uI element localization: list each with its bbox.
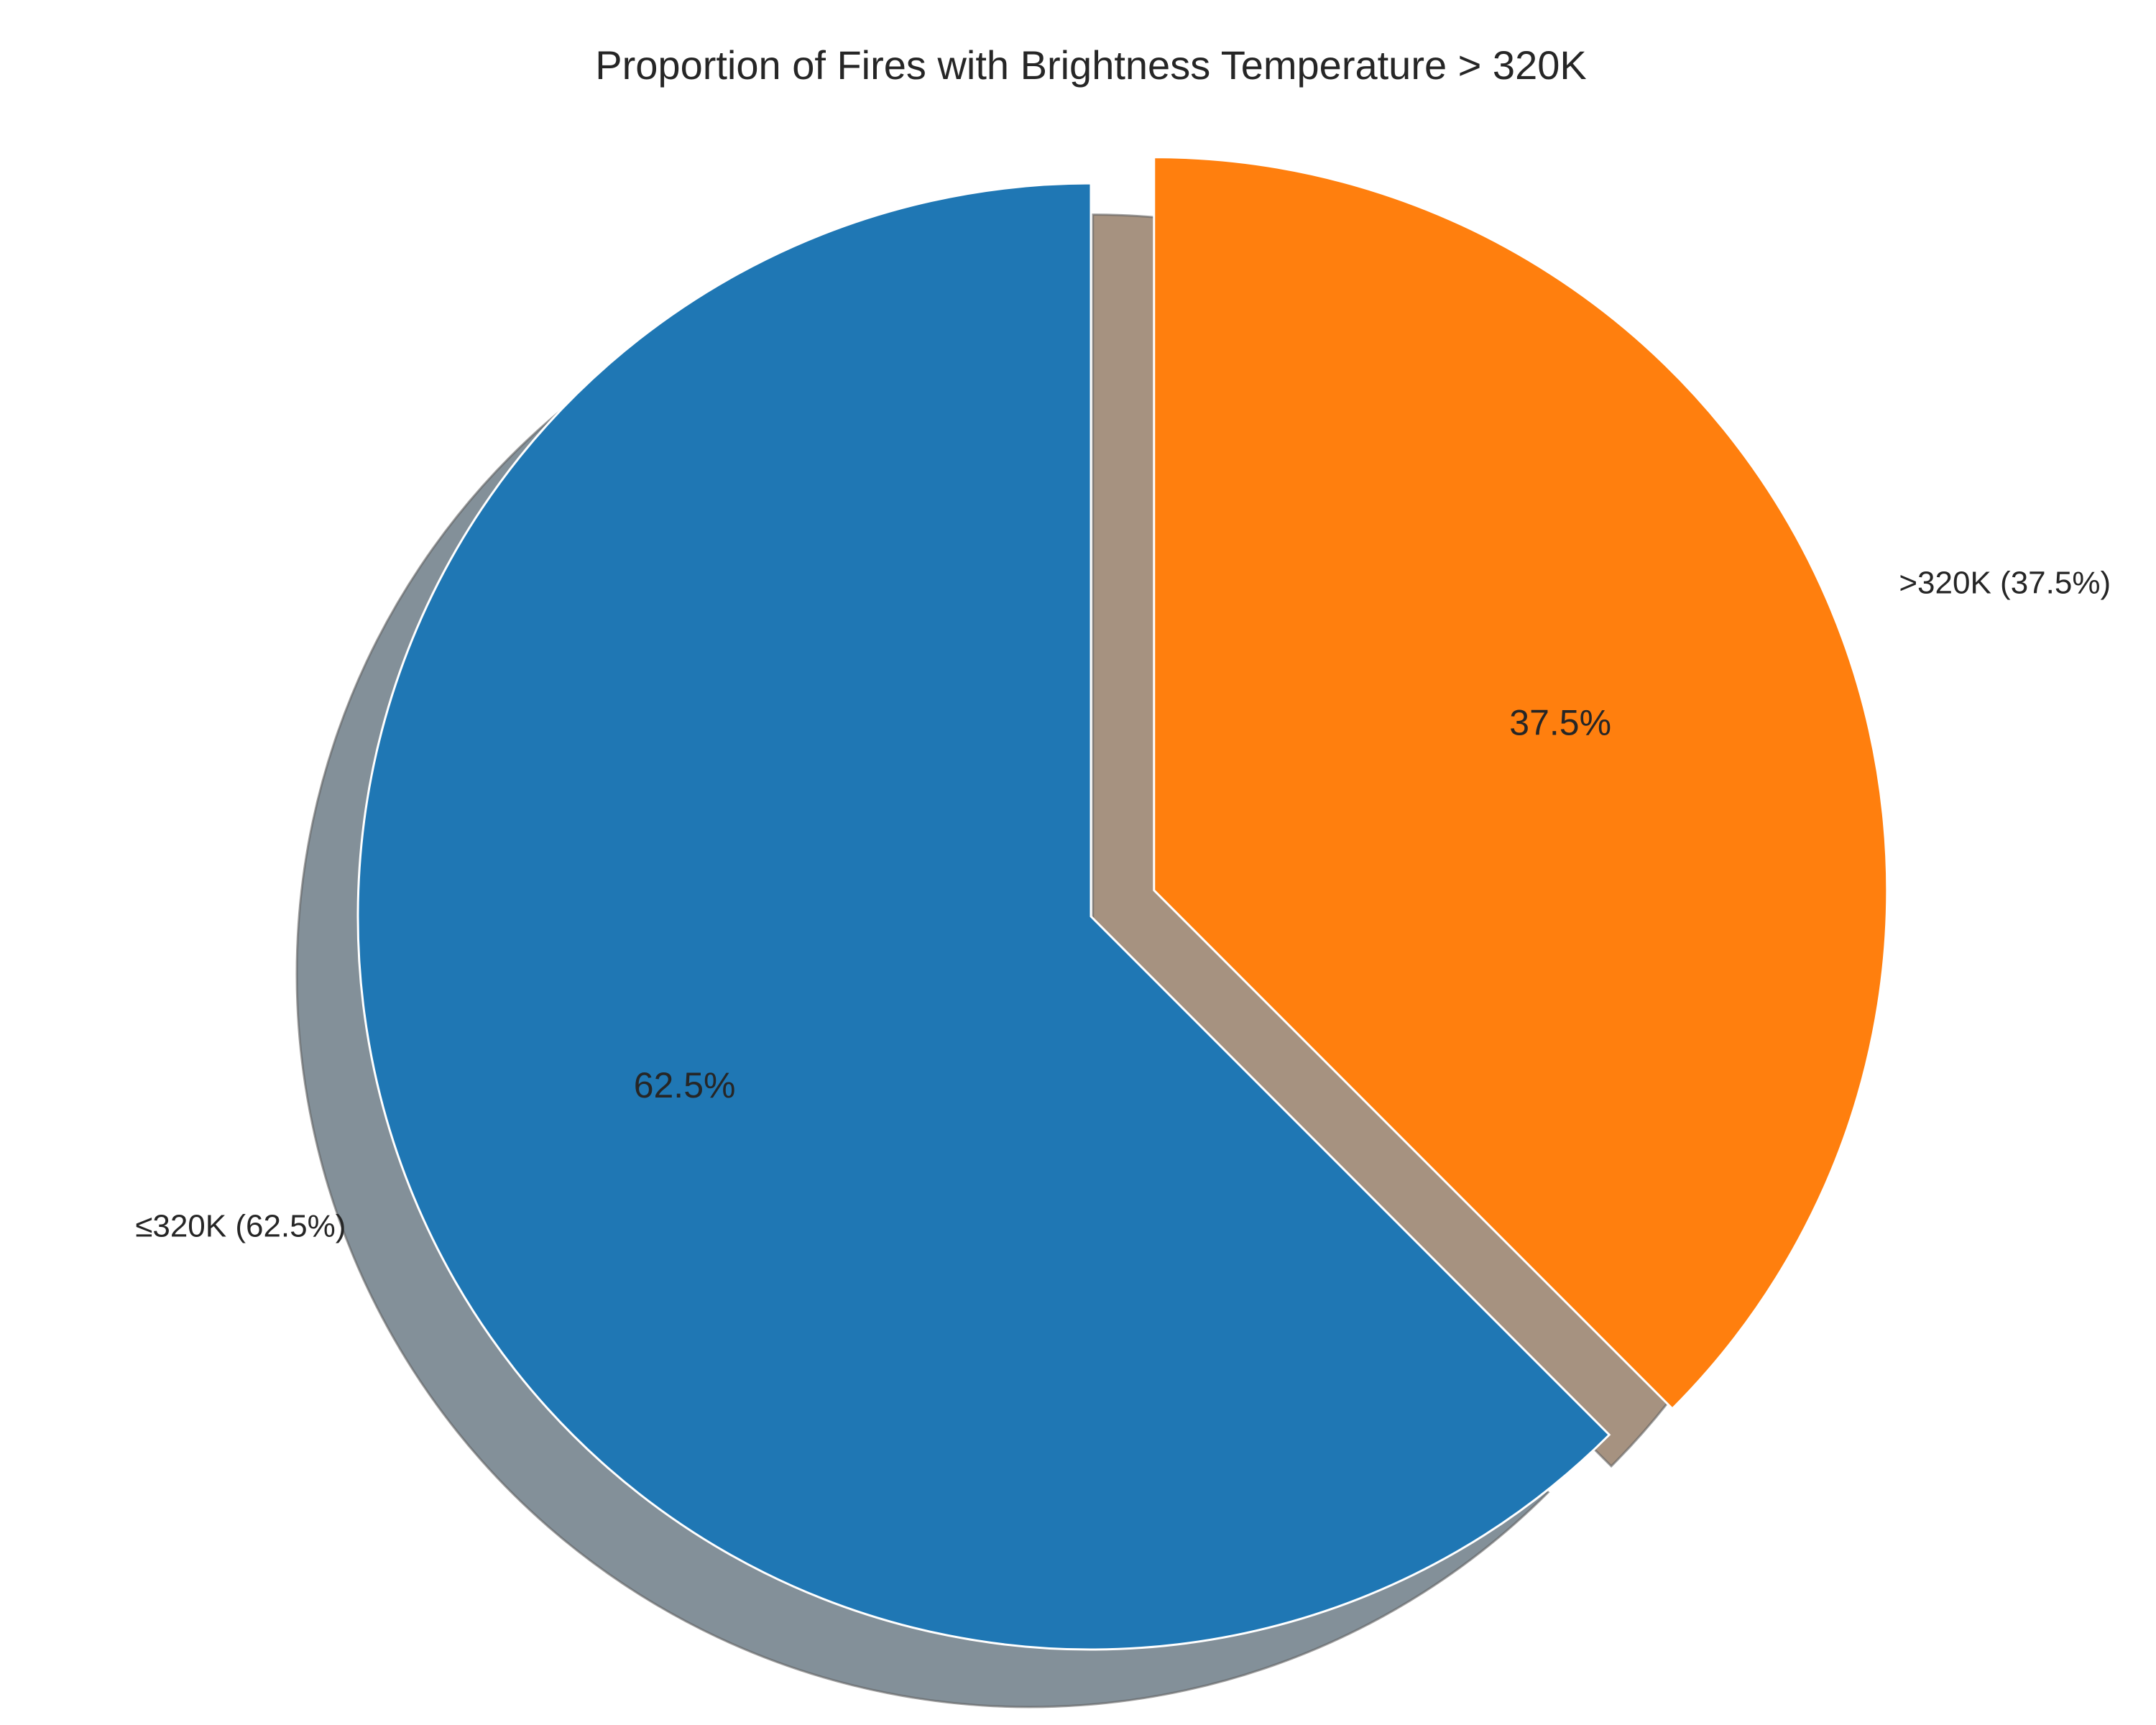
label-layer: >320K (37.5%) 37.5% ≤320K (62.5%) 62.5% <box>135 565 2111 1243</box>
slice-label-0: >320K (37.5%) <box>1899 565 2111 600</box>
pie-slice-0 <box>1153 156 1889 1411</box>
chart-title: Proportion of Fires with Brightness Temp… <box>595 42 1586 88</box>
pie-slice-1 <box>356 182 1611 1651</box>
slice-pct-0: 37.5% <box>1509 702 1611 742</box>
slice-layer <box>356 156 1889 1651</box>
slice-label-1: ≤320K (62.5%) <box>135 1208 346 1243</box>
slice-pct-1: 62.5% <box>634 1065 736 1105</box>
